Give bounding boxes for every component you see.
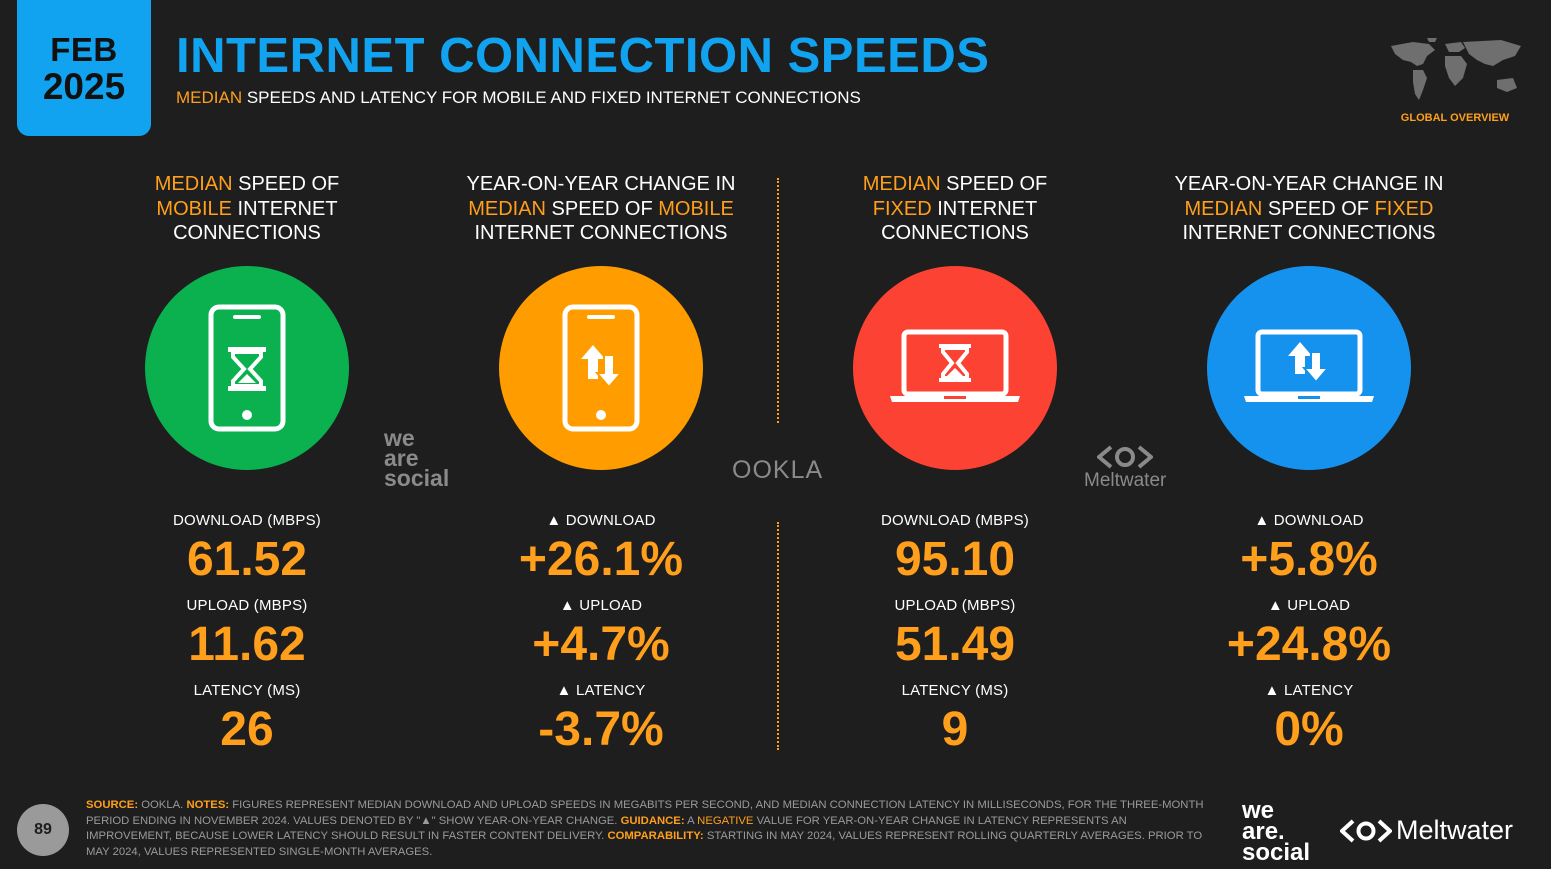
metric-value-upload: 11.62 <box>188 618 306 671</box>
metric-value-upload: 51.49 <box>894 618 1016 671</box>
date-year: 2025 <box>42 66 126 107</box>
page-subtitle: MEDIAN SPEEDS AND LATENCY FOR MOBILE AND… <box>176 88 861 108</box>
wearesocial-logo: we are. social <box>1242 797 1311 866</box>
meltwater-logo: Meltwater <box>1340 815 1513 846</box>
heading-text: SPEED OF <box>545 197 659 220</box>
page-title: INTERNET CONNECTION SPEEDS <box>176 29 990 83</box>
metric-value-latency: -3.7% <box>538 703 664 756</box>
metric-label-download: ▲ DOWNLOAD <box>546 512 656 529</box>
metric-label-download: DOWNLOAD (MBPS) <box>880 512 1029 529</box>
metric-label-latency: ▲ LATENCY <box>1264 682 1354 699</box>
phone-hourglass-icon <box>208 304 286 432</box>
global-overview-label: GLOBAL OVERVIEW <box>1400 112 1510 124</box>
metric-label-latency: LATENCY (MS) <box>901 682 1009 699</box>
column-heading: YEAR-ON-YEAR CHANGE IN MEDIAN SPEED OF F… <box>1149 172 1469 248</box>
metric-label-upload: ▲ UPLOAD <box>1267 597 1351 614</box>
column-fixed-speed: MEDIAN SPEED OF FIXED INTERNET CONNECTIO… <box>795 172 1115 759</box>
heading-highlight: FIXED <box>872 197 932 220</box>
heading-text: CONNECTIONS <box>881 222 1029 244</box>
heading-text: INTERNET CONNECTIONS <box>1182 222 1436 244</box>
comparability-text: STARTING IN MAY 2024, VALUES REPRESENT R… <box>86 830 1203 858</box>
heading-text: INTERNET <box>931 197 1038 220</box>
metric-value-latency: 9 <box>941 703 969 756</box>
watermark-text: social <box>384 465 450 491</box>
heading-highlight: MOBILE <box>156 197 232 220</box>
metric-label-download: ▲ DOWNLOAD <box>1254 512 1364 529</box>
heading-text: SPEED OF <box>940 173 1048 195</box>
metric-label-latency: LATENCY (MS) <box>193 682 301 699</box>
metric-label-latency: ▲ LATENCY <box>556 682 646 699</box>
fixed-change-circle <box>1207 266 1411 470</box>
ookla-watermark: OOKLA <box>732 456 824 484</box>
section-divider-bottom <box>777 522 779 750</box>
mobile-change-circle <box>499 266 703 470</box>
metric-label-upload: UPLOAD (MBPS) <box>894 597 1016 614</box>
subtitle-highlight: MEDIAN <box>176 88 243 107</box>
metric-value-latency: 0% <box>1274 703 1344 756</box>
notes-label: NOTES: <box>186 799 230 811</box>
guidance-highlight: NEGATIVE <box>697 814 754 827</box>
notes-text: FIGURES REPRESENT MEDIAN DOWNLOAD AND UP… <box>86 799 1204 827</box>
world-map-icon <box>1391 38 1521 100</box>
logo-text: social <box>1242 839 1311 866</box>
source-label: SOURCE: <box>86 799 139 811</box>
heading-text: SPEED OF <box>1262 197 1375 220</box>
metric-value-download: 95.10 <box>894 533 1016 586</box>
watermark-text: Meltwater <box>1084 470 1167 491</box>
section-divider-top <box>777 178 779 423</box>
metric-value-download: +26.1% <box>518 533 684 586</box>
footnotes: SOURCE: OOKLA. NOTES: FIGURES REPRESENT … <box>86 798 1206 860</box>
phone-arrows-icon <box>562 304 640 432</box>
heading-highlight: MOBILE <box>658 197 734 220</box>
heading-highlight: FIXED <box>1374 197 1434 220</box>
guidance-label: GUIDANCE: <box>620 814 685 827</box>
heading-text: INTERNET CONNECTIONS <box>474 222 728 244</box>
guidance-text: VALUE FOR YEAR-ON-YEAR CHANGE IN LATENCY… <box>86 814 1127 843</box>
column-mobile-change: YEAR-ON-YEAR CHANGE IN MEDIAN SPEED OF M… <box>441 172 761 759</box>
column-heading: MEDIAN SPEED OF FIXED INTERNET CONNECTIO… <box>795 172 1115 248</box>
metric-label-upload: ▲ UPLOAD <box>559 597 643 614</box>
fixed-speed-circle <box>853 266 1057 470</box>
metric-value-latency: 26 <box>220 703 274 756</box>
heading-highlight: MEDIAN <box>154 173 233 195</box>
heading-text: YEAR-ON-YEAR CHANGE IN <box>466 173 736 195</box>
heading-highlight: MEDIAN <box>1184 197 1263 220</box>
laptop-hourglass-icon <box>890 329 1020 402</box>
logo-text: we <box>1242 797 1275 824</box>
meltwater-logo-icon <box>1097 445 1154 469</box>
logo-text: Meltwater <box>1396 815 1514 845</box>
watermark-text: we <box>384 425 415 451</box>
source-text: OOKLA. <box>138 799 187 811</box>
meltwater-mark-icon <box>1340 819 1392 842</box>
date-badge: FEB 2025 <box>17 0 151 136</box>
page-number: 89 <box>17 804 69 856</box>
heading-highlight: MEDIAN <box>468 197 546 220</box>
wearesocial-watermark: we are social <box>384 425 450 491</box>
heading-text: INTERNET <box>232 197 338 220</box>
metric-label-upload: UPLOAD (MBPS) <box>186 597 308 614</box>
column-mobile-speed: MEDIAN SPEED OF MOBILE INTERNET CONNECTI… <box>87 172 407 759</box>
column-heading: YEAR-ON-YEAR CHANGE IN MEDIAN SPEED OF M… <box>441 172 761 248</box>
watermark-text: are <box>384 445 419 471</box>
subtitle-rest: SPEEDS AND LATENCY FOR MOBILE AND FIXED … <box>242 88 861 107</box>
mobile-speed-circle <box>145 266 349 470</box>
date-month: FEB <box>50 31 118 68</box>
logo-text: are. <box>1242 818 1285 845</box>
heading-highlight: MEDIAN <box>862 173 941 195</box>
metric-label-download: DOWNLOAD (MBPS) <box>172 512 321 529</box>
heading-text: YEAR-ON-YEAR CHANGE IN <box>1174 173 1444 195</box>
comparability-label: COMPARABILITY: <box>607 830 704 842</box>
laptop-arrows-icon <box>1244 329 1374 402</box>
meltwater-watermark: Meltwater <box>1084 444 1166 492</box>
guidance-text: A <box>684 814 698 827</box>
metric-value-download: 61.52 <box>186 533 308 586</box>
heading-text: SPEED OF <box>232 173 340 195</box>
column-fixed-change: YEAR-ON-YEAR CHANGE IN MEDIAN SPEED OF F… <box>1149 172 1469 759</box>
heading-text: CONNECTIONS <box>173 222 321 244</box>
metric-value-download: +5.8% <box>1240 533 1378 586</box>
column-heading: MEDIAN SPEED OF MOBILE INTERNET CONNECTI… <box>87 172 407 248</box>
metric-value-upload: +24.8% <box>1226 618 1392 671</box>
metric-value-upload: +4.7% <box>532 618 670 671</box>
